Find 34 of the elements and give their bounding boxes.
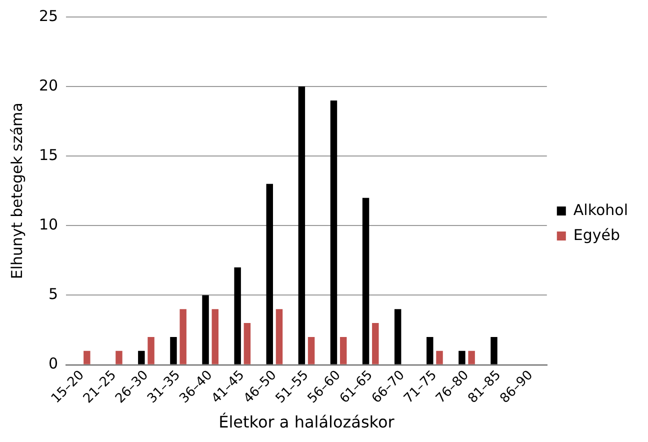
bar	[394, 309, 402, 364]
bar	[180, 309, 186, 364]
bar	[340, 336, 347, 364]
bar	[266, 184, 273, 364]
bar	[148, 336, 154, 364]
legend-label: Alkohol	[573, 200, 628, 219]
legend-label: Egyéb	[573, 226, 620, 244]
bar	[362, 198, 370, 364]
bar	[308, 336, 315, 364]
bar	[116, 350, 122, 364]
y-tick-label: 5	[48, 285, 58, 304]
bar	[298, 86, 306, 364]
y-tick-label: 0	[48, 354, 58, 373]
bar	[330, 100, 338, 364]
bar	[212, 309, 218, 364]
bar	[234, 267, 241, 364]
bar	[244, 323, 251, 364]
bar	[84, 350, 90, 364]
bar	[138, 350, 145, 364]
bar	[202, 295, 209, 364]
bar	[276, 309, 283, 364]
bar	[468, 350, 475, 364]
bar	[458, 350, 466, 364]
bar	[170, 336, 177, 364]
bar	[426, 336, 434, 364]
y-tick-label: 10	[38, 216, 58, 234]
y-axis-title: Elhunyt betegek száma	[8, 102, 26, 280]
y-tick-label: 20	[38, 76, 58, 94]
bar	[436, 350, 443, 364]
bar	[372, 323, 379, 364]
y-tick-label: 15	[38, 146, 58, 164]
bar	[490, 336, 498, 364]
y-tick-label: 25	[38, 6, 58, 25]
x-axis-title: Életkor a halálozáskor	[218, 412, 395, 432]
